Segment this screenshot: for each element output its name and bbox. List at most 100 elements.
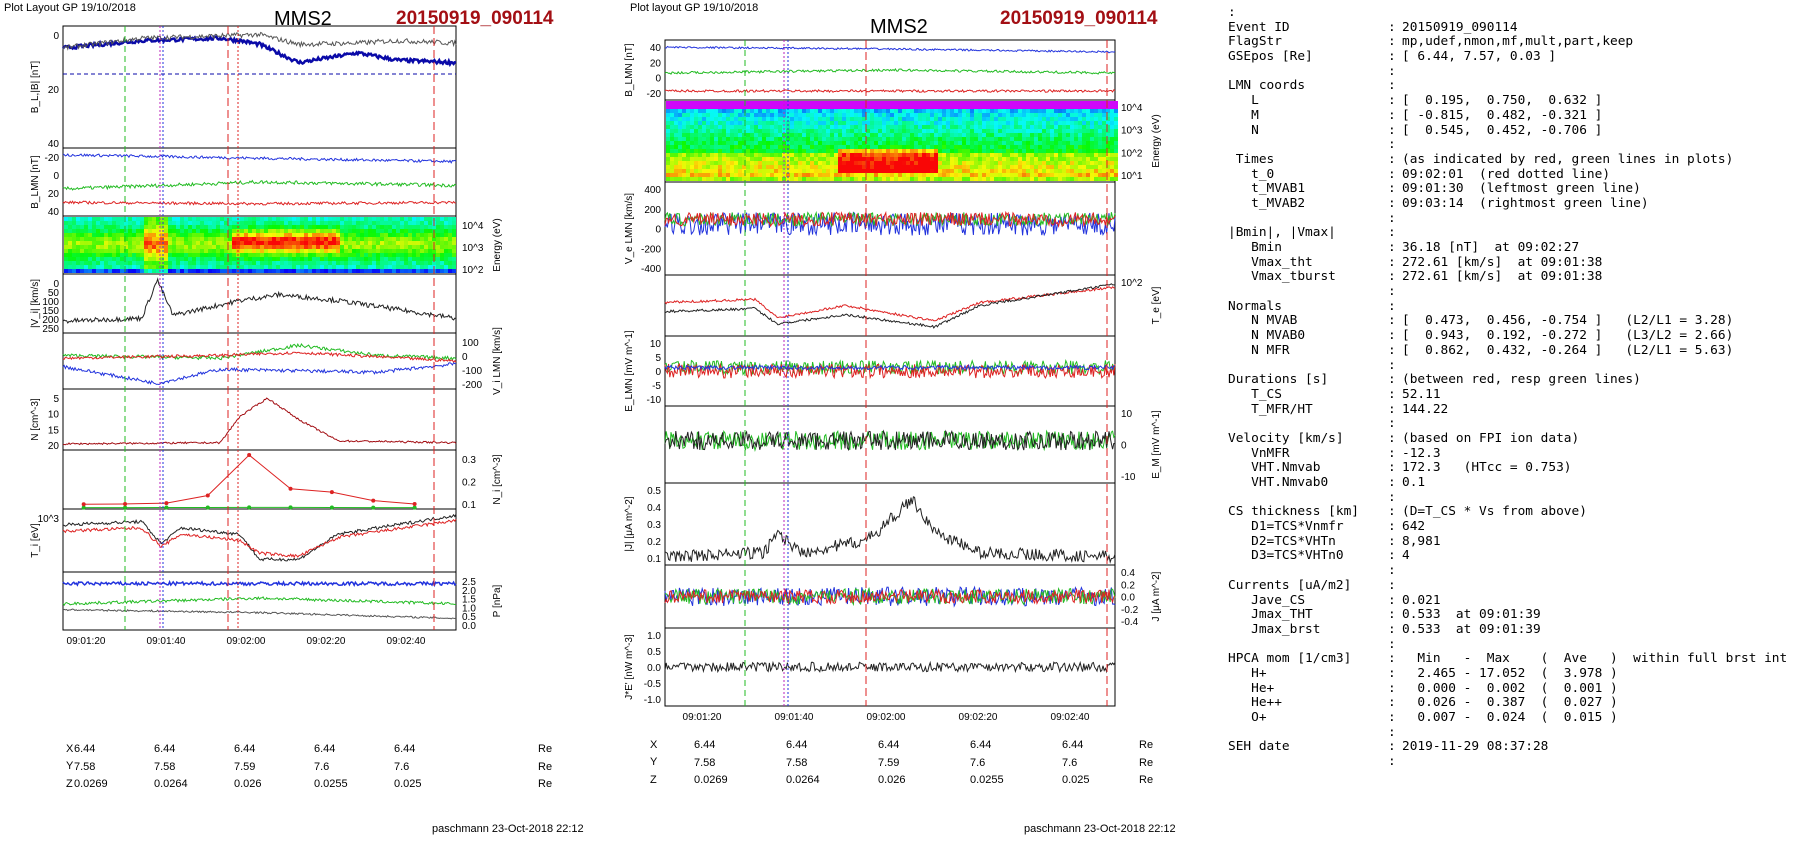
spectrogram-cell xyxy=(392,233,396,237)
spectrogram-cell xyxy=(718,161,722,165)
spectrogram-cell xyxy=(738,113,742,117)
spectrogram-cell xyxy=(942,125,946,129)
spectrogram-cell xyxy=(922,101,926,105)
spectrogram-cell xyxy=(886,153,890,157)
spectrogram-cell xyxy=(1078,105,1082,109)
spectrogram-cell xyxy=(380,229,384,233)
spectrogram-cell xyxy=(128,217,132,221)
spectrogram-cell xyxy=(918,157,922,161)
spectrogram-cell xyxy=(990,141,994,145)
spectrogram-cell xyxy=(702,113,706,117)
spectrogram-cell xyxy=(352,257,356,261)
spectrogram-cell xyxy=(754,161,758,165)
summary-value: 8,981 xyxy=(1402,533,1441,549)
spectrogram-cell xyxy=(116,237,120,241)
spectrogram-cell xyxy=(1026,149,1030,153)
summary-key: |Bmin|, |Vmax| xyxy=(1228,225,1336,241)
spectrogram-cell xyxy=(192,241,196,245)
spectrogram-cell xyxy=(866,177,870,181)
spectrogram-cell xyxy=(208,217,212,221)
spectrogram-cell xyxy=(264,249,268,253)
spectrogram-cell xyxy=(268,245,272,249)
spectrogram-cell xyxy=(806,153,810,157)
spectrogram-cell xyxy=(316,253,320,257)
spectrogram-cell xyxy=(380,237,384,241)
spectrogram-cell xyxy=(244,265,248,269)
spectrogram-cell xyxy=(722,133,726,137)
spectrogram-cell xyxy=(730,137,734,141)
spectrogram-cell xyxy=(842,157,846,161)
spectrogram-cell xyxy=(858,177,862,181)
spectrogram-cell xyxy=(1094,161,1098,165)
spectrogram-cell xyxy=(1026,173,1030,177)
spectrogram-cell xyxy=(902,153,906,157)
left-tick-label: 40 xyxy=(48,139,60,150)
spectrogram-cell xyxy=(1082,125,1086,129)
spectrogram-cell xyxy=(870,101,874,105)
spectrogram-cell xyxy=(870,117,874,121)
spectrogram-cell xyxy=(1010,137,1014,141)
spectrogram-cell xyxy=(1058,125,1062,129)
spectrogram-cell xyxy=(1110,109,1114,113)
spectrogram-cell xyxy=(1114,161,1118,165)
summary-key: LMN coords xyxy=(1228,78,1306,94)
middle-pos-value: 0.0255 xyxy=(970,774,1004,786)
spectrogram-cell xyxy=(674,113,678,117)
spectrogram-cell xyxy=(922,133,926,137)
spectrogram-cell xyxy=(902,133,906,137)
spectrogram-cell xyxy=(966,133,970,137)
spectrogram-cell xyxy=(862,133,866,137)
spectrogram-cell xyxy=(84,249,88,253)
spectrogram-cell xyxy=(212,269,216,273)
spectrogram-cell xyxy=(1070,157,1074,161)
spectrogram-cell xyxy=(320,249,324,253)
spectrogram-cell xyxy=(698,133,702,137)
spectrogram-cell xyxy=(368,241,372,245)
spectrogram-cell xyxy=(180,217,184,221)
spectrogram-cell xyxy=(862,169,866,173)
spectrogram-cell xyxy=(838,121,842,125)
middle-en-line xyxy=(664,364,1116,371)
spectrogram-cell xyxy=(690,121,694,125)
spectrogram-cell xyxy=(260,237,264,241)
spectrogram-cell xyxy=(806,173,810,177)
spectrogram-cell xyxy=(750,109,754,113)
spectrogram-cell xyxy=(922,145,926,149)
spectrogram-cell xyxy=(682,149,686,153)
spectrogram-cell xyxy=(1062,141,1066,145)
spectrogram-cell xyxy=(710,157,714,161)
summary-value: [ 0.943, 0.192, -0.272 ] (L3/L2 = 2.66) xyxy=(1402,328,1734,344)
spectrogram-cell xyxy=(96,249,100,253)
spectrogram-cell xyxy=(882,121,886,125)
spectrogram-cell xyxy=(372,241,376,245)
spectrogram-cell xyxy=(750,165,754,169)
spectrogram-cell xyxy=(782,129,786,133)
spectrogram-cell xyxy=(1078,129,1082,133)
spectrogram-cell xyxy=(1106,125,1110,129)
spectrogram-cell xyxy=(726,153,730,157)
left-ne-line xyxy=(62,397,457,446)
spectrogram-cell xyxy=(376,217,380,221)
spectrogram-cell xyxy=(128,221,132,225)
spectrogram-cell xyxy=(416,221,420,225)
spectrogram-cell xyxy=(412,265,416,269)
spectrogram-cell xyxy=(68,225,72,229)
spectrogram-cell xyxy=(312,229,316,233)
spectrogram-cell xyxy=(276,233,280,237)
spectrogram-cell xyxy=(340,237,344,241)
spectrogram-cell xyxy=(746,105,750,109)
summary-key: Vmax_tburst xyxy=(1228,269,1336,285)
spectrogram-cell xyxy=(946,105,950,109)
spectrogram-cell xyxy=(196,229,200,233)
spectrogram-cell xyxy=(962,117,966,121)
spectrogram-cell xyxy=(340,225,344,229)
spectrogram-cell xyxy=(774,109,778,113)
spectrogram-cell xyxy=(830,165,834,169)
spectrogram-cell xyxy=(272,237,276,241)
spectrogram-cell xyxy=(224,233,228,237)
spectrogram-cell xyxy=(958,173,962,177)
spectrogram-cell xyxy=(208,233,212,237)
spectrogram-cell xyxy=(946,109,950,113)
spectrogram-cell xyxy=(838,129,842,133)
left-pos-value: 0.026 xyxy=(234,778,262,790)
